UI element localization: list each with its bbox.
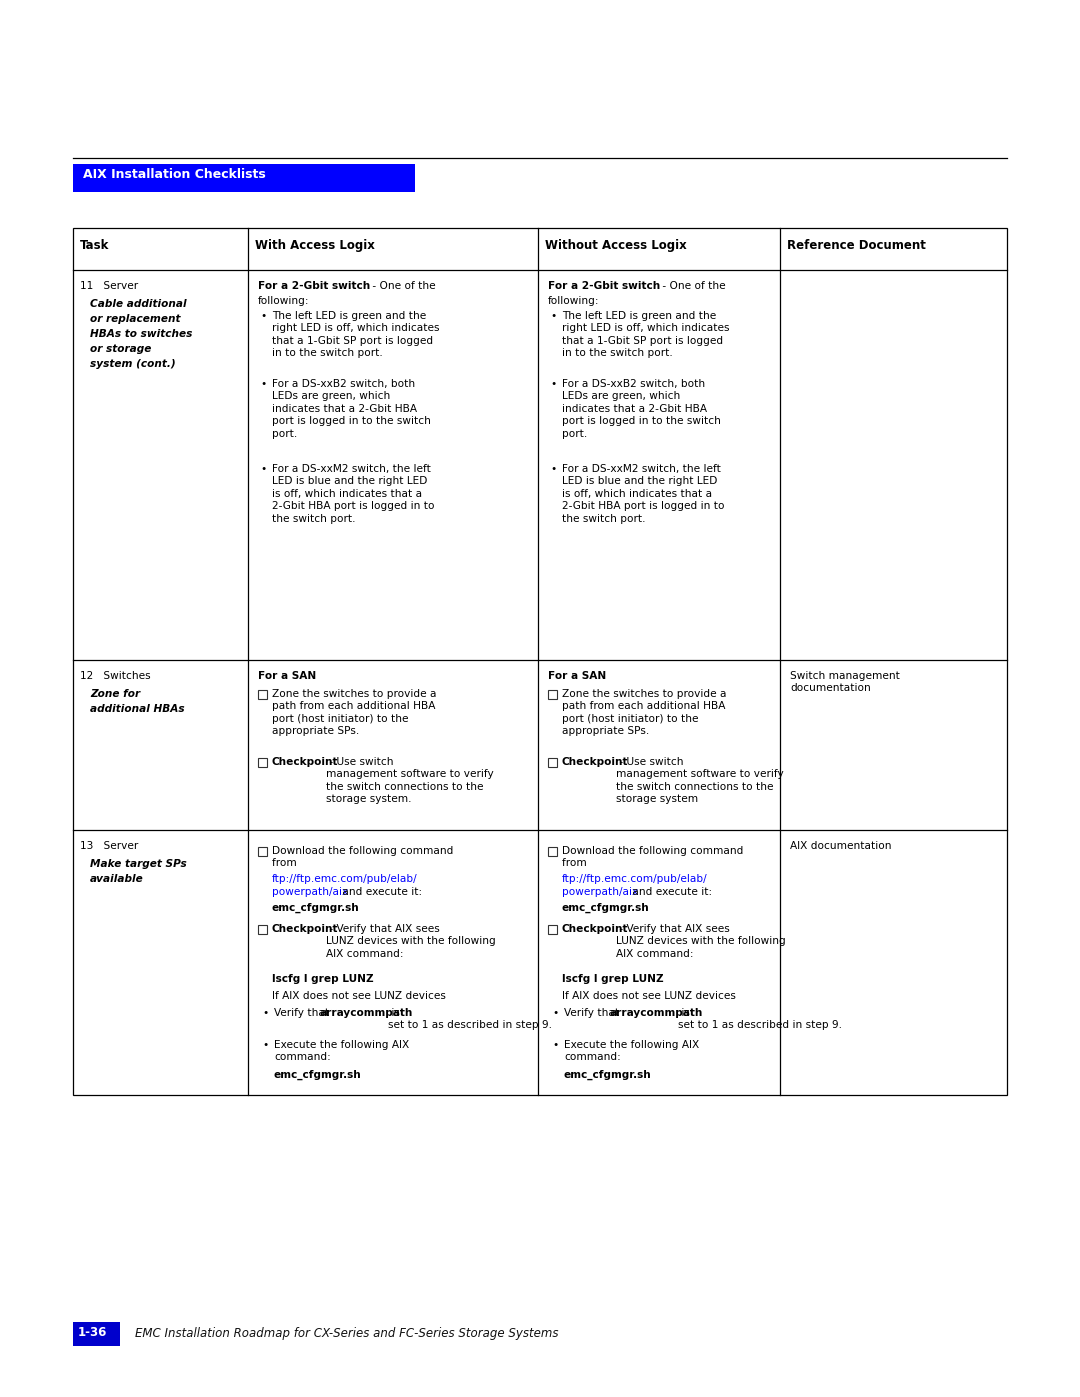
- Text: •: •: [550, 379, 556, 388]
- Bar: [548, 848, 557, 856]
- Text: For a DS-xxB2 switch, both
LEDs are green, which
indicates that a 2-Gbit HBA
por: For a DS-xxB2 switch, both LEDs are gree…: [272, 379, 431, 439]
- Bar: [258, 925, 267, 935]
- Text: lscfg l grep LUNZ: lscfg l grep LUNZ: [272, 974, 374, 983]
- Text: 1-36: 1-36: [78, 1327, 107, 1340]
- Text: - Verify that AIX sees
LUNZ devices with the following
AIX command:: - Verify that AIX sees LUNZ devices with…: [616, 923, 786, 958]
- Text: - Use switch
management software to verify
the switch connections to the
storage: - Use switch management software to veri…: [616, 757, 784, 805]
- Text: Reference Document: Reference Document: [787, 239, 926, 251]
- Text: •: •: [552, 1039, 558, 1051]
- Text: If AIX does not see LUNZ devices: If AIX does not see LUNZ devices: [272, 990, 446, 1002]
- Bar: [548, 759, 557, 767]
- Text: lscfg l grep LUNZ: lscfg l grep LUNZ: [562, 974, 663, 983]
- Text: Verify that: Verify that: [564, 1009, 622, 1018]
- Text: emc_cfgmgr.sh: emc_cfgmgr.sh: [272, 902, 360, 914]
- Text: - Use switch
management software to verify
the switch connections to the
storage: - Use switch management software to veri…: [326, 757, 494, 805]
- Text: Switch management
documentation: Switch management documentation: [789, 671, 900, 693]
- Text: additional HBAs: additional HBAs: [90, 704, 185, 714]
- Text: With Access Logix: With Access Logix: [255, 239, 375, 251]
- Text: following:: following:: [548, 296, 599, 306]
- Text: Checkpoint: Checkpoint: [562, 923, 629, 935]
- Text: For a DS-xxM2 switch, the left
LED is blue and the right LED
is off, which indic: For a DS-xxM2 switch, the left LED is bl…: [562, 464, 725, 524]
- Text: emc_cfgmgr.sh: emc_cfgmgr.sh: [562, 902, 650, 914]
- Text: Make target SPs: Make target SPs: [90, 859, 187, 869]
- Text: or replacement: or replacement: [90, 314, 180, 324]
- Text: is
set to 1 as described in step 9.: is set to 1 as described in step 9.: [388, 1009, 552, 1031]
- Text: ftp://ftp.emc.com/pub/elab/: ftp://ftp.emc.com/pub/elab/: [562, 875, 707, 884]
- Text: 11   Server: 11 Server: [80, 281, 138, 291]
- Text: For a SAN: For a SAN: [258, 671, 316, 680]
- Text: •: •: [260, 464, 267, 474]
- Text: - One of the: - One of the: [659, 281, 726, 291]
- Text: emc_cfgmgr.sh: emc_cfgmgr.sh: [274, 1070, 362, 1080]
- Text: •: •: [550, 312, 556, 321]
- Text: The left LED is green and the
right LED is off, which indicates
that a 1-Gbit SP: The left LED is green and the right LED …: [562, 312, 729, 358]
- Bar: [258, 690, 267, 700]
- Bar: [258, 848, 267, 856]
- Text: Cable additional: Cable additional: [90, 299, 187, 309]
- Text: powerpath/aix: powerpath/aix: [272, 887, 348, 897]
- Text: Task: Task: [80, 239, 109, 251]
- Text: For a 2-Gbit switch: For a 2-Gbit switch: [548, 281, 660, 291]
- Text: •: •: [262, 1039, 268, 1051]
- Text: system (cont.): system (cont.): [90, 359, 176, 369]
- Text: or storage: or storage: [90, 344, 151, 353]
- Text: For a 2-Gbit switch: For a 2-Gbit switch: [258, 281, 370, 291]
- Text: For a DS-xxM2 switch, the left
LED is blue and the right LED
is off, which indic: For a DS-xxM2 switch, the left LED is bl…: [272, 464, 434, 524]
- Text: Verify that: Verify that: [274, 1009, 333, 1018]
- Text: 12   Switches: 12 Switches: [80, 671, 150, 680]
- Text: Execute the following AIX
command:: Execute the following AIX command:: [564, 1039, 699, 1062]
- Bar: [73, 1322, 120, 1345]
- Text: AIX documentation: AIX documentation: [789, 841, 891, 851]
- Text: available: available: [90, 875, 144, 884]
- Text: For a DS-xxB2 switch, both
LEDs are green, which
indicates that a 2-Gbit HBA
por: For a DS-xxB2 switch, both LEDs are gree…: [562, 379, 720, 439]
- Text: ftp://ftp.emc.com/pub/elab/: ftp://ftp.emc.com/pub/elab/: [272, 875, 418, 884]
- Text: Checkpoint: Checkpoint: [562, 757, 629, 767]
- Text: Download the following command
from: Download the following command from: [562, 847, 743, 869]
- Text: Without Access Logix: Without Access Logix: [545, 239, 687, 251]
- Text: arraycommpath: arraycommpath: [320, 1009, 414, 1018]
- Text: •: •: [550, 464, 556, 474]
- Text: Zone the switches to provide a
path from each additional HBA
port (host initiato: Zone the switches to provide a path from…: [272, 689, 436, 736]
- Text: Download the following command
from: Download the following command from: [272, 847, 454, 869]
- Bar: [548, 690, 557, 700]
- Text: arraycommpath: arraycommpath: [610, 1009, 703, 1018]
- Text: - One of the: - One of the: [369, 281, 435, 291]
- Bar: [548, 925, 557, 935]
- Text: For a SAN: For a SAN: [548, 671, 606, 680]
- Text: Zone for: Zone for: [90, 689, 140, 698]
- Bar: [73, 163, 415, 191]
- Text: The left LED is green and the
right LED is off, which indicates
that a 1-Gbit SP: The left LED is green and the right LED …: [272, 312, 440, 358]
- Text: •: •: [552, 1009, 558, 1018]
- Bar: [73, 228, 1007, 1095]
- Text: If AIX does not see LUNZ devices: If AIX does not see LUNZ devices: [562, 990, 735, 1002]
- Text: emc_cfgmgr.sh: emc_cfgmgr.sh: [564, 1070, 651, 1080]
- Text: powerpath/aix: powerpath/aix: [562, 887, 638, 897]
- Text: Checkpoint: Checkpoint: [272, 923, 338, 935]
- Bar: [258, 759, 267, 767]
- Text: 13   Server: 13 Server: [80, 841, 138, 851]
- Text: AIX Installation Checklists: AIX Installation Checklists: [83, 168, 266, 182]
- Text: following:: following:: [258, 296, 310, 306]
- Text: •: •: [260, 312, 267, 321]
- Text: - Verify that AIX sees
LUNZ devices with the following
AIX command:: - Verify that AIX sees LUNZ devices with…: [326, 923, 496, 958]
- Text: and execute it:: and execute it:: [339, 887, 422, 897]
- Text: HBAs to switches: HBAs to switches: [90, 330, 192, 339]
- Text: Execute the following AIX
command:: Execute the following AIX command:: [274, 1039, 409, 1062]
- Text: Checkpoint: Checkpoint: [272, 757, 338, 767]
- Text: Zone the switches to provide a
path from each additional HBA
port (host initiato: Zone the switches to provide a path from…: [562, 689, 727, 736]
- Text: •: •: [260, 379, 267, 388]
- Text: is
set to 1 as described in step 9.: is set to 1 as described in step 9.: [678, 1009, 842, 1031]
- Text: EMC Installation Roadmap for CX-Series and FC-Series Storage Systems: EMC Installation Roadmap for CX-Series a…: [135, 1327, 558, 1340]
- Text: •: •: [262, 1009, 268, 1018]
- Text: and execute it:: and execute it:: [629, 887, 712, 897]
